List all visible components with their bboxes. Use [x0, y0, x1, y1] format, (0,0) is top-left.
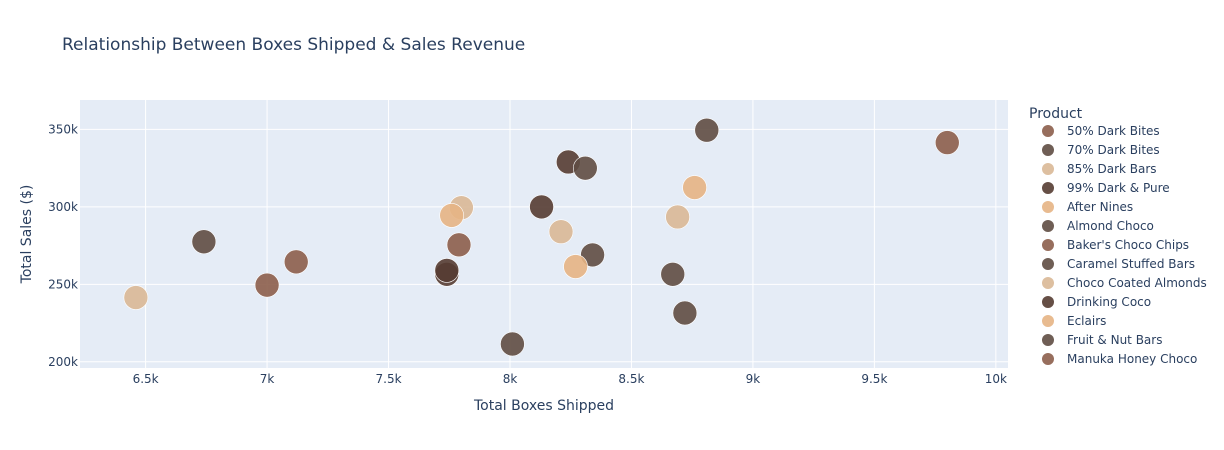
x-tick-label: 7.5k	[376, 372, 402, 386]
data-point	[934, 130, 960, 155]
legend-label: Fruit & Nut Bars	[1067, 333, 1162, 347]
legend-marker	[1042, 315, 1054, 327]
data-point	[500, 331, 525, 357]
legend-label: 85% Dark Bars	[1067, 162, 1157, 176]
data-point	[580, 242, 605, 268]
y-axis-title: Total Sales ($)	[19, 185, 35, 285]
y-tick-label: 200k	[48, 355, 78, 369]
data-point	[446, 232, 472, 258]
legend-marker	[1042, 277, 1054, 289]
legend-title: Product	[1029, 106, 1083, 122]
data-point	[283, 249, 309, 275]
y-tick-label: 300k	[48, 200, 78, 214]
plot-area	[80, 100, 1008, 368]
x-tick-label: 10k	[985, 372, 1007, 386]
gridlines	[80, 100, 1008, 368]
data-point	[660, 261, 686, 287]
legend-label: Choco Coated Almonds	[1067, 276, 1207, 290]
x-tick-label: 7k	[260, 372, 275, 386]
x-tick-label: 9k	[746, 372, 761, 386]
legend-marker	[1042, 201, 1054, 213]
legend-marker	[1042, 182, 1054, 194]
legend-label: 99% Dark & Pure	[1067, 181, 1170, 195]
y-tick-label: 350k	[48, 122, 78, 136]
data-point	[123, 285, 149, 310]
y-axis-ticks: 200k 250k 300k 350k	[48, 122, 78, 368]
data-point	[563, 254, 588, 279]
legend: 50% Dark Bites 70% Dark Bites 85% Dark Bar…	[1042, 124, 1207, 366]
legend-label: Manuka Honey Choco	[1067, 352, 1197, 366]
data-point	[254, 272, 280, 298]
data-point	[694, 117, 720, 143]
data-point	[572, 155, 598, 181]
x-tick-label: 9.5k	[861, 372, 887, 386]
legend-label: Caramel Stuffed Bars	[1067, 257, 1195, 271]
legend-marker	[1042, 239, 1054, 251]
legend-label: 70% Dark Bites	[1067, 143, 1160, 157]
data-point	[434, 258, 460, 283]
legend-label: 50% Dark Bites	[1067, 124, 1160, 138]
legend-marker	[1042, 258, 1054, 270]
legend-label: After Nines	[1067, 200, 1133, 214]
y-tick-label: 250k	[48, 277, 78, 291]
legend-label: Drinking Coco	[1067, 295, 1151, 309]
x-tick-label: 6.5k	[133, 372, 159, 386]
x-tick-label: 8k	[503, 372, 518, 386]
data-point	[682, 175, 707, 200]
x-tick-label: 8.5k	[618, 372, 644, 386]
data-point	[439, 203, 464, 228]
legend-label: Eclairs	[1067, 314, 1106, 328]
legend-marker	[1042, 220, 1054, 232]
data-point	[529, 194, 554, 220]
legend-marker	[1042, 144, 1054, 156]
legend-marker	[1042, 163, 1054, 175]
legend-marker	[1042, 353, 1054, 365]
x-axis-title: Total Boxes Shipped	[473, 398, 614, 414]
data-point	[191, 229, 217, 255]
x-axis-ticks: 6.5k 7k 7.5k 8k 8.5k 9k 9.5k 10k	[133, 372, 1007, 386]
legend-marker	[1042, 334, 1054, 346]
data-point	[665, 204, 690, 230]
legend-marker	[1042, 125, 1054, 137]
data-point	[548, 219, 574, 244]
legend-label: Almond Choco	[1067, 219, 1154, 233]
legend-label: Baker's Choco Chips	[1067, 238, 1189, 252]
legend-marker	[1042, 296, 1054, 308]
chart-title: Relationship Between Boxes Shipped & Sal…	[62, 35, 525, 55]
data-points	[123, 117, 960, 357]
data-point	[672, 300, 698, 326]
